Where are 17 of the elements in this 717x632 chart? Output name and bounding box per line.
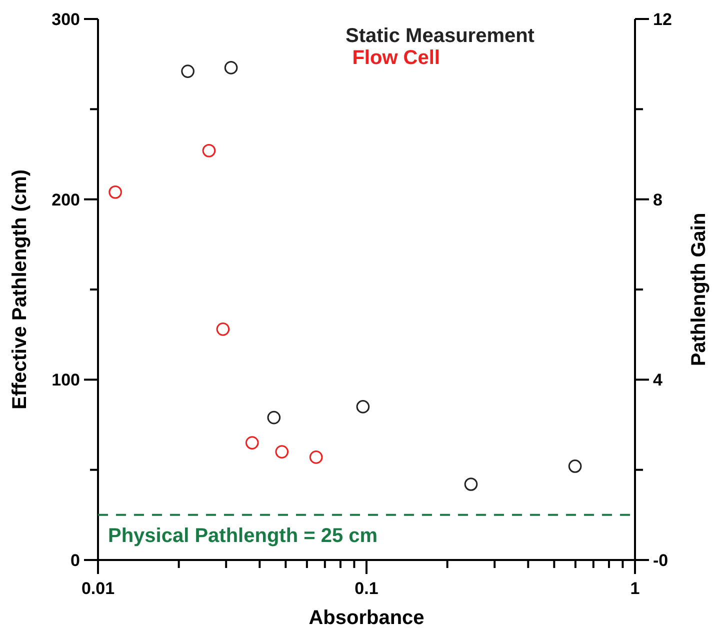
y2-axis-title: Pathlength Gain [688, 212, 710, 366]
x-tick-label: 0.1 [354, 579, 378, 598]
x-axis-title: Absorbance [308, 607, 424, 629]
text: Flow Cell [352, 47, 440, 69]
y-tick-label: 100 [52, 370, 80, 390]
x-tick-label: 1 [630, 579, 640, 598]
y2-tick-label: 4 [653, 370, 663, 390]
y2-tick-label: 12 [653, 10, 672, 29]
y2-tick-label: 8 [653, 190, 662, 210]
x-tick-label: 0.01 [81, 579, 115, 598]
text: Static Measurement [346, 25, 535, 47]
ref-line-label: Physical Pathlength = 25 cm [108, 524, 378, 547]
y-tick-label: 300 [52, 10, 80, 29]
y-axis-title: Effective Pathlength (cm) [9, 169, 31, 410]
y-tick-label: 200 [52, 190, 80, 210]
y2-tick-label: -0 [653, 551, 668, 570]
y-tick-label: 0 [70, 551, 80, 570]
